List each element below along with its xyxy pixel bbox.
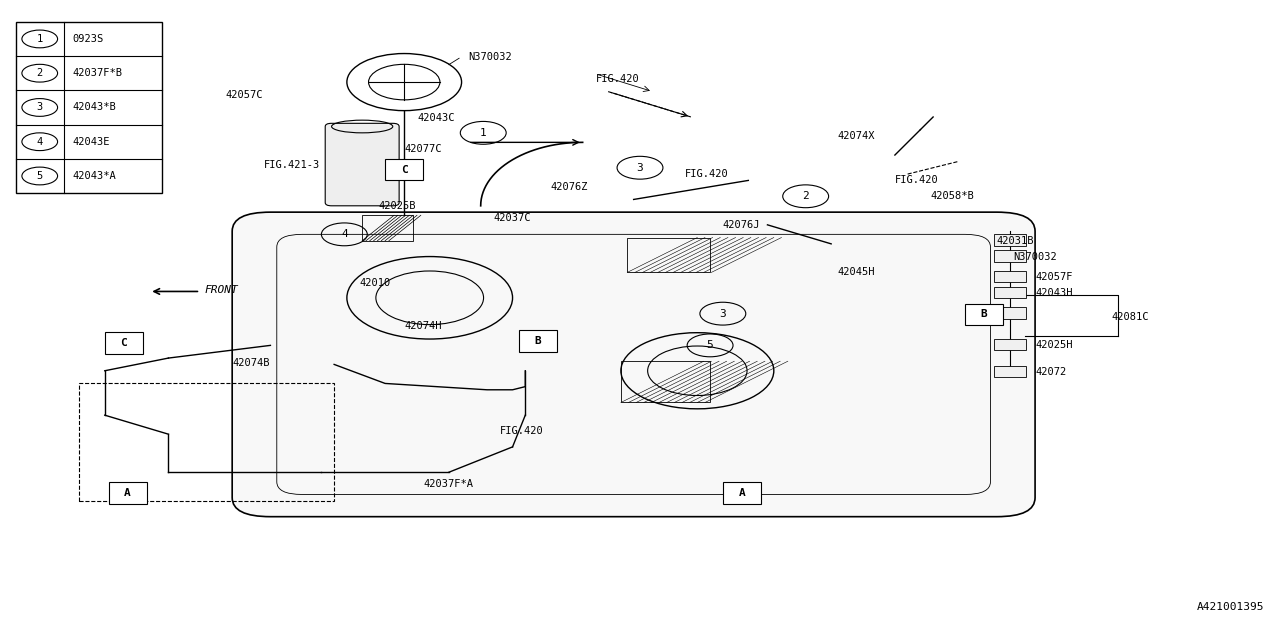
Text: 42037C: 42037C [493,214,531,223]
FancyBboxPatch shape [385,159,424,180]
Text: 3: 3 [636,163,644,173]
Bar [995,234,1027,246]
Text: 42074H: 42074H [404,321,442,332]
Text: 42081C: 42081C [1111,312,1149,322]
Text: 42072: 42072 [1036,367,1066,377]
Text: 42043*A: 42043*A [73,171,116,181]
Text: 42057F: 42057F [1036,272,1073,282]
Text: 42037F*A: 42037F*A [424,479,474,489]
Text: C: C [401,164,407,175]
Text: 42045H: 42045H [837,268,876,277]
Text: FIG.420: FIG.420 [685,169,728,179]
Text: 42058*B: 42058*B [931,191,974,202]
Text: 42043*B: 42043*B [73,102,116,113]
FancyBboxPatch shape [965,303,1004,325]
Text: 5: 5 [707,340,713,350]
Text: 4: 4 [37,137,42,147]
Text: 42043E: 42043E [73,137,110,147]
FancyBboxPatch shape [105,332,143,354]
Bar [995,307,1027,319]
Text: 42010: 42010 [360,278,390,288]
Text: B: B [980,309,987,319]
FancyBboxPatch shape [325,124,399,206]
Text: 42074X: 42074X [837,131,876,141]
Text: 42057C: 42057C [225,90,264,100]
Bar [995,271,1027,282]
Text: 3: 3 [37,102,42,113]
Text: 4: 4 [340,229,348,239]
Bar [995,250,1027,262]
Bar [621,361,710,403]
Text: 42025B: 42025B [379,201,416,211]
Bar [995,339,1027,351]
Text: 42077C: 42077C [404,144,442,154]
Text: 42074B: 42074B [232,358,270,368]
Text: 1: 1 [480,128,486,138]
Text: FIG.420: FIG.420 [595,74,639,84]
Text: FIG.420: FIG.420 [499,426,544,436]
FancyBboxPatch shape [109,483,147,504]
FancyBboxPatch shape [232,212,1036,516]
Text: 42043H: 42043H [1036,289,1073,298]
Text: 2: 2 [803,191,809,202]
FancyBboxPatch shape [518,330,557,352]
Text: 42037F*B: 42037F*B [73,68,123,78]
Text: C: C [120,338,127,348]
Bar [995,365,1027,377]
Text: 42025H: 42025H [1036,340,1073,350]
Text: A421001395: A421001395 [1197,602,1265,612]
Text: 42076J: 42076J [723,220,760,230]
Text: N370032: N370032 [468,52,512,61]
Text: FRONT: FRONT [204,285,238,294]
Text: 5: 5 [37,171,42,181]
FancyBboxPatch shape [723,483,762,504]
Text: 0923S: 0923S [73,34,104,44]
Bar [362,215,413,241]
Text: N370032: N370032 [1014,252,1057,262]
Text: 2: 2 [37,68,42,78]
Bar [995,287,1027,298]
Text: FIG.420: FIG.420 [895,175,938,186]
Text: 1: 1 [37,34,42,44]
Text: FIG.421-3: FIG.421-3 [264,159,320,170]
Bar [627,237,710,273]
FancyBboxPatch shape [15,22,163,193]
Text: A: A [739,488,745,498]
Text: 42043C: 42043C [417,113,454,124]
Text: 3: 3 [719,308,726,319]
Text: B: B [535,336,541,346]
Text: A: A [124,488,131,498]
Text: 42031B: 42031B [997,236,1034,246]
Text: 42076Z: 42076Z [550,182,589,192]
